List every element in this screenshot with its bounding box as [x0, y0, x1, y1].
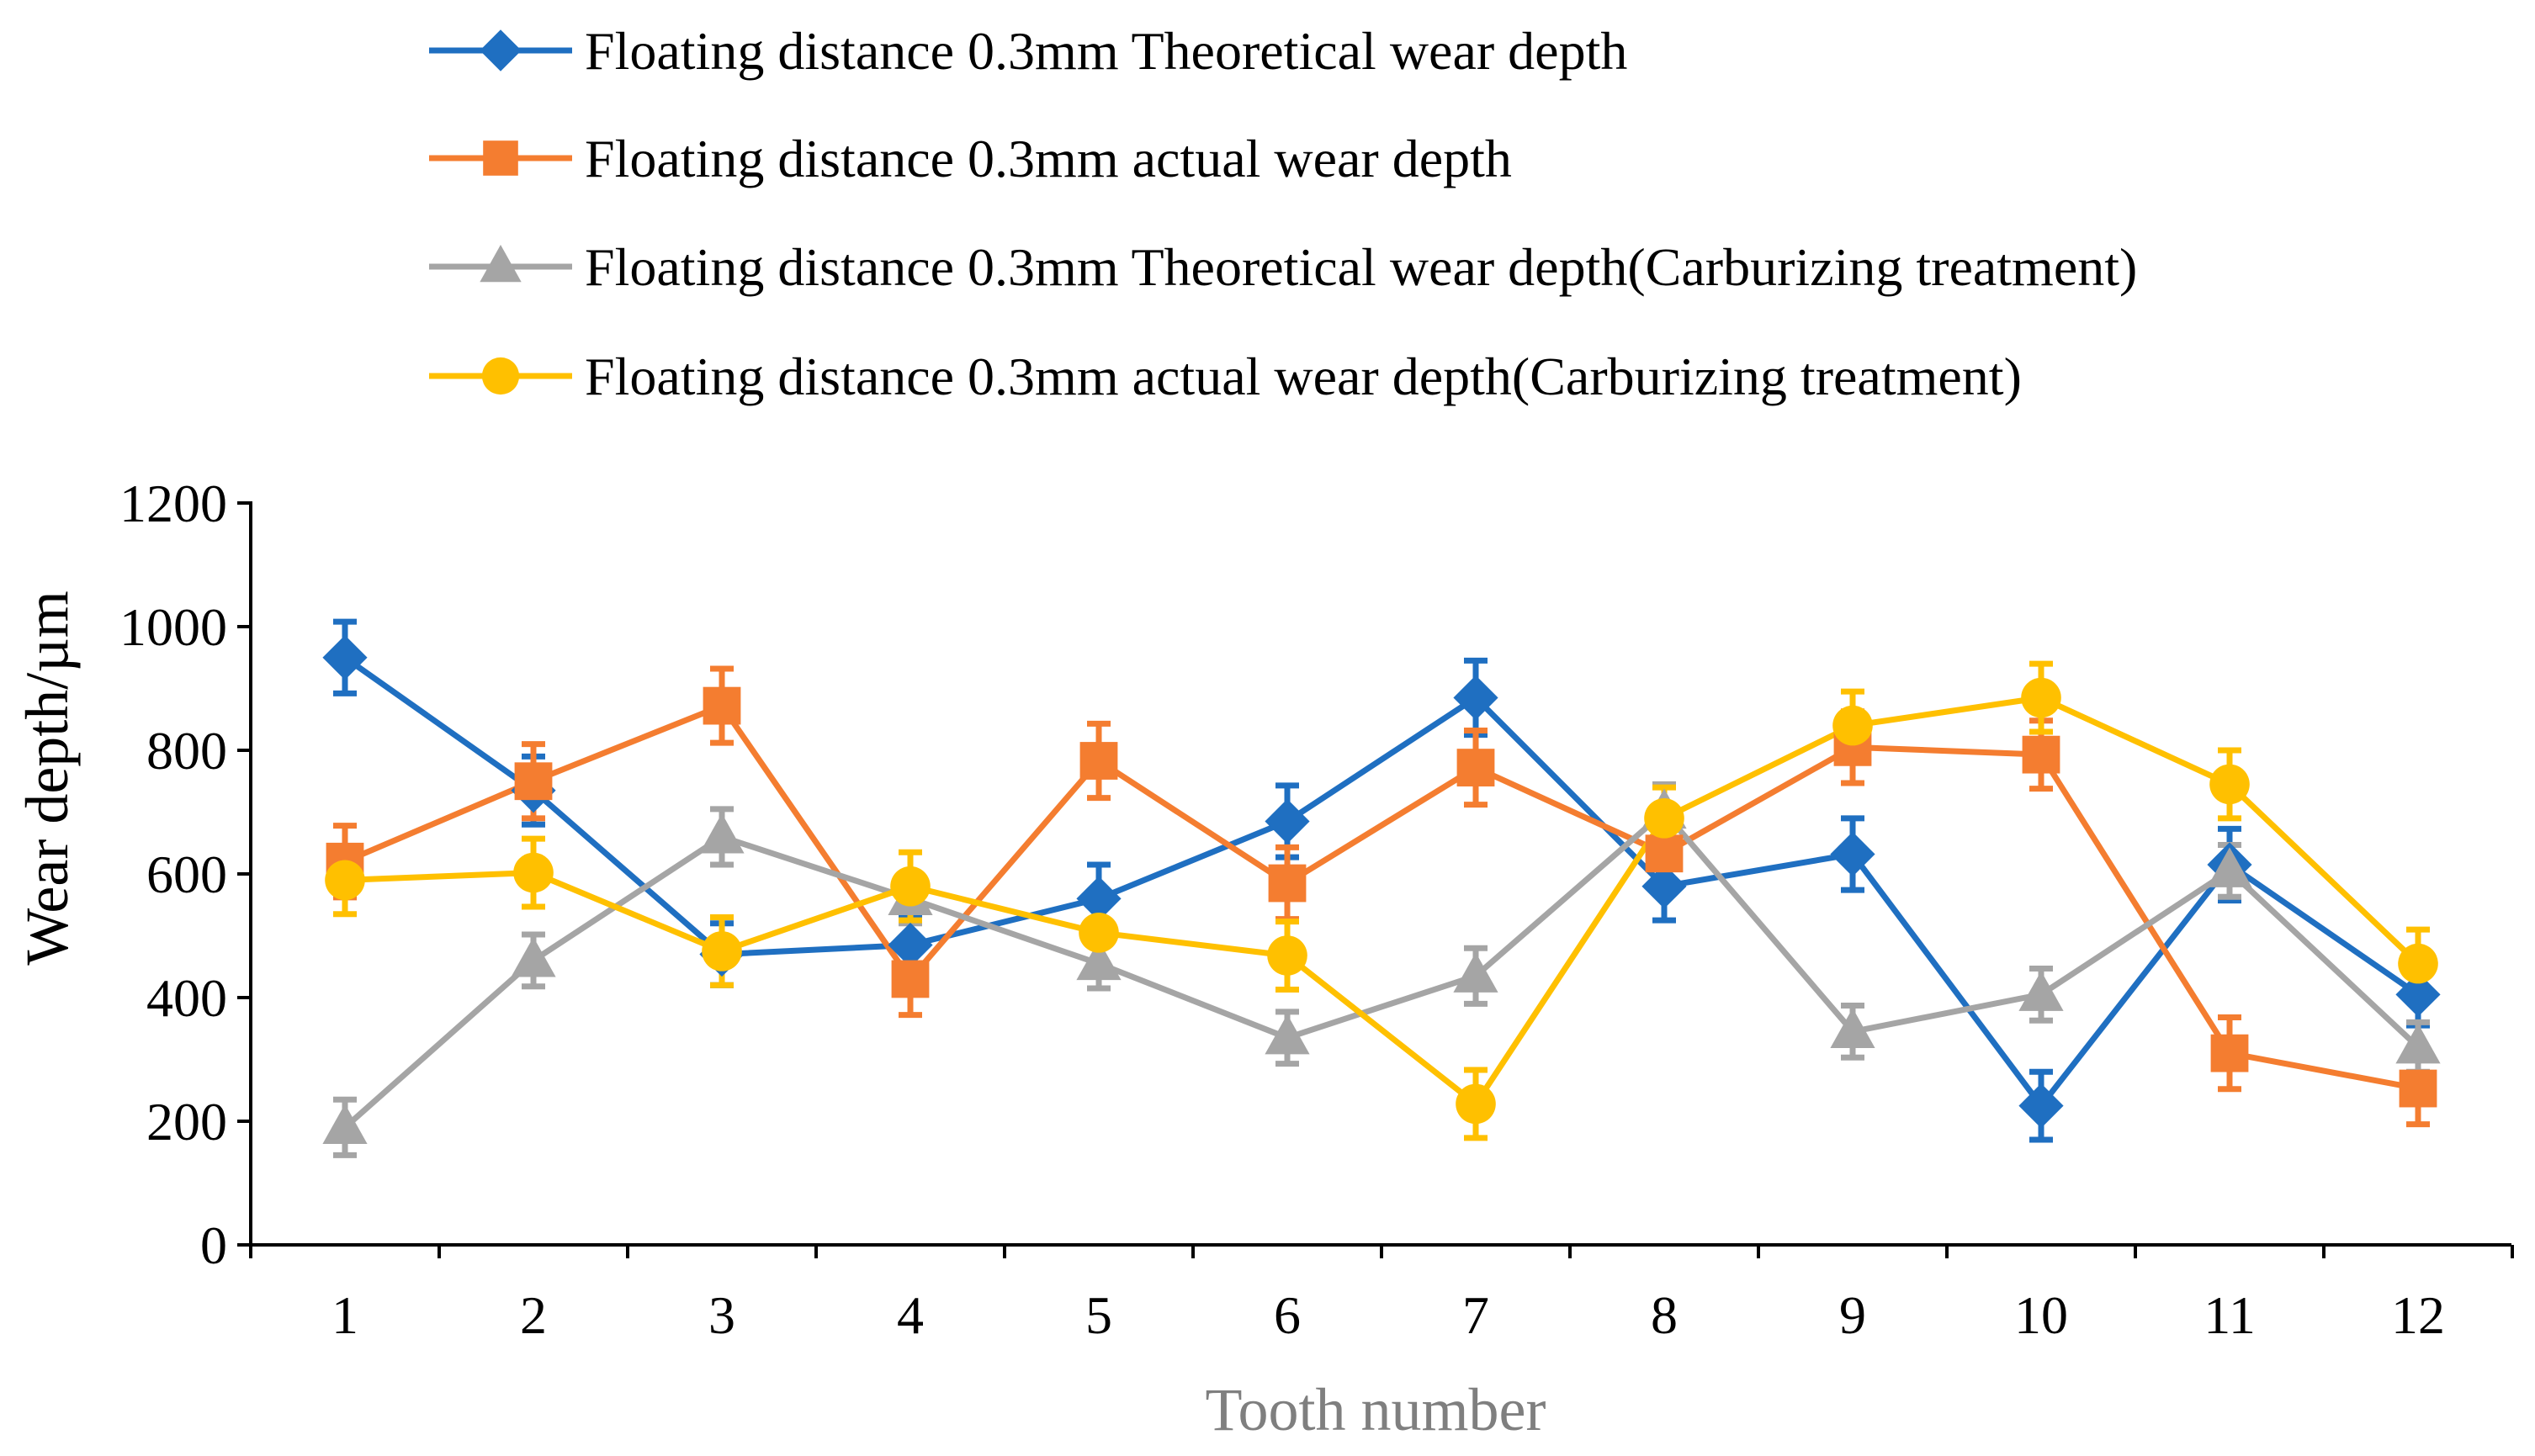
legend-label: Floating distance 0.3mm Theoretical wear…	[585, 237, 2137, 297]
data-point	[325, 860, 365, 901]
data-point	[1645, 834, 1684, 873]
data-point	[888, 922, 933, 968]
data-point	[1079, 913, 1119, 953]
x-tick-label: 8	[1651, 1285, 1678, 1345]
data-point	[703, 686, 741, 725]
data-point	[2021, 677, 2061, 718]
data-point	[2207, 847, 2252, 887]
data-point	[1453, 952, 1498, 993]
data-point	[1265, 798, 1310, 844]
y-axis-title: Wear depth/µm	[13, 590, 81, 966]
data-point	[891, 960, 930, 998]
x-tick-label: 11	[2204, 1285, 2256, 1345]
y-tick-label: 800	[146, 721, 227, 781]
data-point	[1076, 876, 1122, 921]
data-point	[1453, 675, 1498, 721]
data-point	[2209, 764, 2250, 805]
data-point	[1644, 798, 1684, 839]
x-tick-label: 12	[2391, 1285, 2445, 1345]
data-point	[2395, 972, 2441, 1017]
data-point	[1832, 705, 1873, 746]
data-point	[322, 635, 368, 680]
y-tick-label: 1000	[119, 597, 227, 657]
legend-label: Floating distance 0.3mm actual wear dept…	[585, 347, 2022, 406]
series-line	[342, 654, 2420, 1109]
data-point	[1076, 940, 1122, 981]
x-tick-label: 6	[1274, 1285, 1301, 1345]
series-line	[344, 695, 2421, 1107]
data-point	[2018, 1083, 2064, 1129]
x-tick-label: 7	[1462, 1285, 1489, 1345]
legend-marker	[483, 140, 518, 176]
x-tick-label: 3	[708, 1285, 735, 1345]
data-point	[514, 762, 553, 801]
data-point	[1079, 742, 1118, 780]
data-point	[1456, 1083, 1496, 1125]
x-tick-label: 1	[331, 1285, 358, 1345]
x-tick-label: 5	[1085, 1285, 1112, 1345]
data-point	[1265, 1014, 1310, 1055]
legend-label: Floating distance 0.3mm Theoretical wear…	[585, 21, 1627, 81]
series-line	[343, 702, 2419, 1092]
data-point	[1268, 864, 1307, 903]
x-tick-label: 4	[897, 1285, 924, 1345]
legend-label: Floating distance 0.3mm actual wear dept…	[585, 129, 1512, 188]
series-line	[342, 809, 2421, 1130]
data-point	[2399, 1069, 2437, 1108]
data-point	[322, 1104, 368, 1144]
legend-marker	[481, 357, 520, 395]
data-point	[2395, 1023, 2441, 1064]
legend-marker	[480, 29, 522, 71]
data-point	[1641, 864, 1687, 909]
y-tick-label: 1200	[119, 474, 227, 533]
series-markers	[322, 635, 2441, 1144]
legend-marker	[480, 245, 522, 283]
y-tick-label: 400	[146, 968, 227, 1028]
data-point	[2022, 735, 2060, 774]
data-point	[1830, 831, 1875, 877]
legend: Floating distance 0.3mm Theoretical wear…	[429, 21, 2137, 406]
data-point	[1456, 749, 1495, 786]
data-point	[2210, 1034, 2249, 1072]
data-point	[1267, 935, 1307, 976]
data-point	[2018, 971, 2064, 1011]
data-point	[702, 931, 742, 972]
data-point	[699, 813, 745, 854]
data-point	[1830, 1008, 1875, 1049]
data-point	[2398, 943, 2438, 984]
x-tick-label: 10	[2014, 1285, 2068, 1345]
data-point	[513, 852, 554, 893]
data-point	[890, 866, 931, 907]
series-lines	[342, 654, 2421, 1130]
data-point	[511, 936, 556, 977]
y-tick-label: 200	[146, 1092, 227, 1152]
x-tick-label: 9	[1839, 1285, 1866, 1345]
x-axis-title: Tooth number	[1206, 1376, 1546, 1443]
y-tick-label: 600	[146, 844, 227, 904]
x-tick-label: 2	[520, 1285, 547, 1345]
y-tick-label: 0	[200, 1215, 227, 1275]
